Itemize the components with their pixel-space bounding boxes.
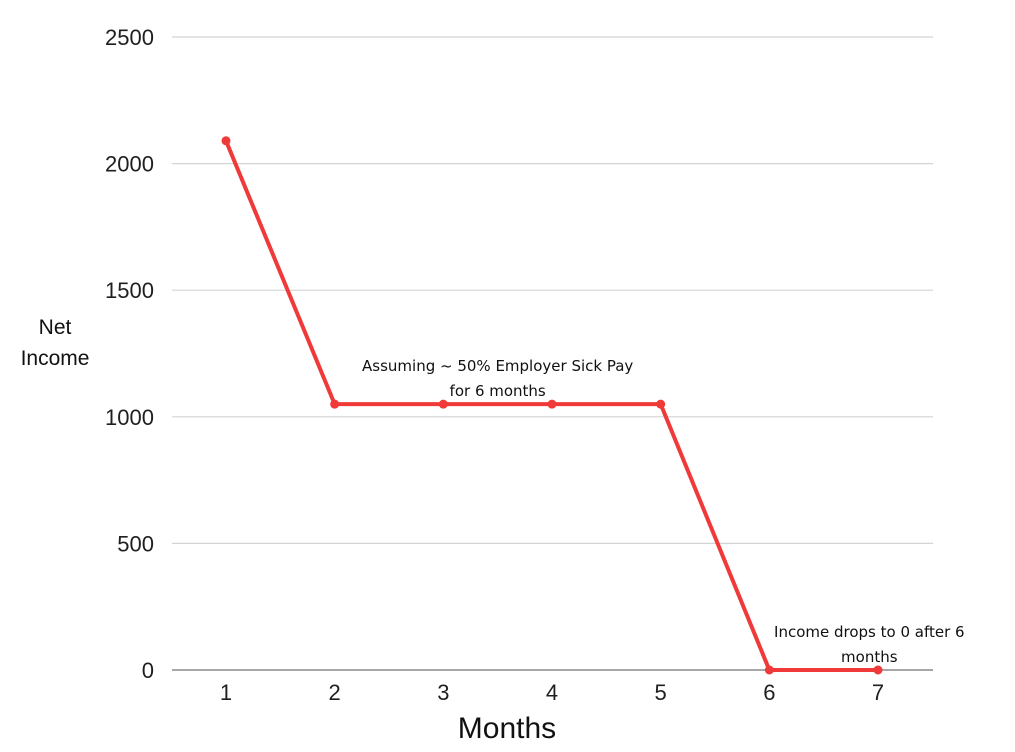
- x-tick-label: 6: [763, 680, 775, 705]
- data-point: [764, 665, 774, 675]
- data-point: [873, 665, 883, 675]
- y-axis-title-line-1: Net: [39, 316, 72, 339]
- data-point: [221, 136, 231, 146]
- data-point: [438, 399, 448, 409]
- annotation-text: months: [841, 648, 898, 666]
- x-tick-label: 7: [872, 680, 884, 705]
- gridlines: [172, 36, 933, 671]
- y-axis-title-line-2: Income: [21, 347, 90, 370]
- x-axis-ticks: 1 2 3 4 5 6 7: [220, 680, 884, 705]
- y-tick-label: 500: [117, 531, 154, 556]
- y-tick-label: 1000: [105, 405, 154, 430]
- annotation-text: for 6 months: [450, 382, 546, 400]
- x-tick-label: 3: [437, 680, 449, 705]
- y-tick-label: 1500: [105, 278, 154, 303]
- data-point: [330, 399, 340, 409]
- data-point: [656, 399, 666, 409]
- annotation-text: Income drops to 0 after 6: [774, 623, 965, 641]
- y-axis-ticks: 0 500 1000 1500 2000 2500: [105, 25, 154, 683]
- x-axis-title: Months: [458, 712, 556, 745]
- y-tick-label: 2000: [105, 152, 154, 177]
- series-group: [221, 136, 883, 675]
- x-tick-label: 5: [655, 680, 667, 705]
- x-tick-label: 2: [329, 680, 341, 705]
- x-tick-label: 1: [220, 680, 232, 705]
- x-tick-label: 4: [546, 680, 558, 705]
- y-tick-label: 2500: [105, 25, 154, 50]
- annotations: Assuming ~ 50% Employer Sick Pay for 6 mo…: [362, 357, 965, 666]
- annotation-text: Assuming ~ 50% Employer Sick Pay: [362, 357, 633, 375]
- data-point: [547, 399, 557, 409]
- y-tick-label: 0: [142, 658, 154, 683]
